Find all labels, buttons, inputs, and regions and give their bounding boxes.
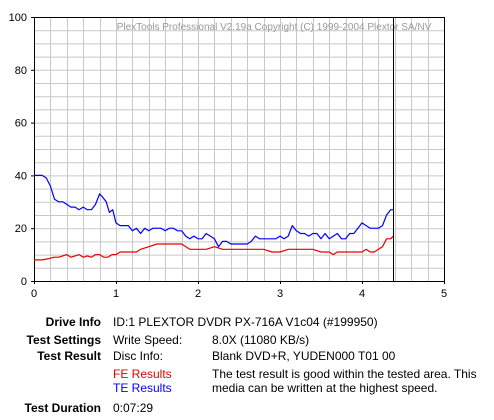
y-tick-label: 20: [15, 223, 27, 235]
fe-results-line: [34, 235, 394, 261]
write-speed-value: 8.0X (11080 KB/s): [212, 333, 310, 347]
x-tick-label: 5: [441, 288, 447, 300]
grid: [34, 17, 444, 281]
axes: 0 20 40 60 80 100 0 1 2 3 4 5: [9, 12, 447, 300]
series: [34, 174, 394, 261]
plot-frame: [34, 17, 445, 282]
drive-info-value: ID:1 PLEXTOR DVDR PX-716A V1c04 (#199950…: [113, 315, 378, 329]
x-tick-label: 1: [113, 288, 119, 300]
fe-results-legend: FE Results: [113, 367, 172, 381]
y-tick-label: 80: [15, 65, 27, 77]
x-tick-label: 3: [277, 288, 283, 300]
x-tick-label: 0: [31, 288, 37, 300]
test-settings-label: Test Settings: [26, 333, 101, 347]
test-result-label: Test Result: [37, 349, 101, 363]
chart-watermark: PlexTools Professional V2.19a Copyright …: [117, 22, 432, 33]
result-text-line1: The test result is good within the teste…: [212, 367, 477, 381]
te-results-line: [34, 174, 394, 248]
test-duration-value: 0:07:29: [113, 401, 154, 415]
x-tick-label: 2: [195, 288, 201, 300]
disc-info-label: Disc Info:: [113, 349, 164, 363]
test-duration-label: Test Duration: [24, 401, 101, 415]
drive-info-label: Drive Info: [45, 315, 101, 329]
test-chart: PlexTools Professional V2.19a Copyright …: [9, 12, 447, 300]
y-tick-label: 60: [15, 118, 27, 130]
y-tick-label: 100: [9, 12, 27, 24]
write-speed-label: Write Speed:: [113, 333, 183, 347]
y-tick-label: 40: [15, 170, 27, 182]
result-text-line2: media can be written at the highest spee…: [212, 381, 438, 395]
x-tick-label: 4: [359, 288, 365, 300]
te-results-legend: TE Results: [113, 381, 172, 395]
disc-info-value: Blank DVD+R, YUDEN000 T01 00: [212, 349, 396, 363]
y-tick-label: 0: [21, 276, 27, 288]
